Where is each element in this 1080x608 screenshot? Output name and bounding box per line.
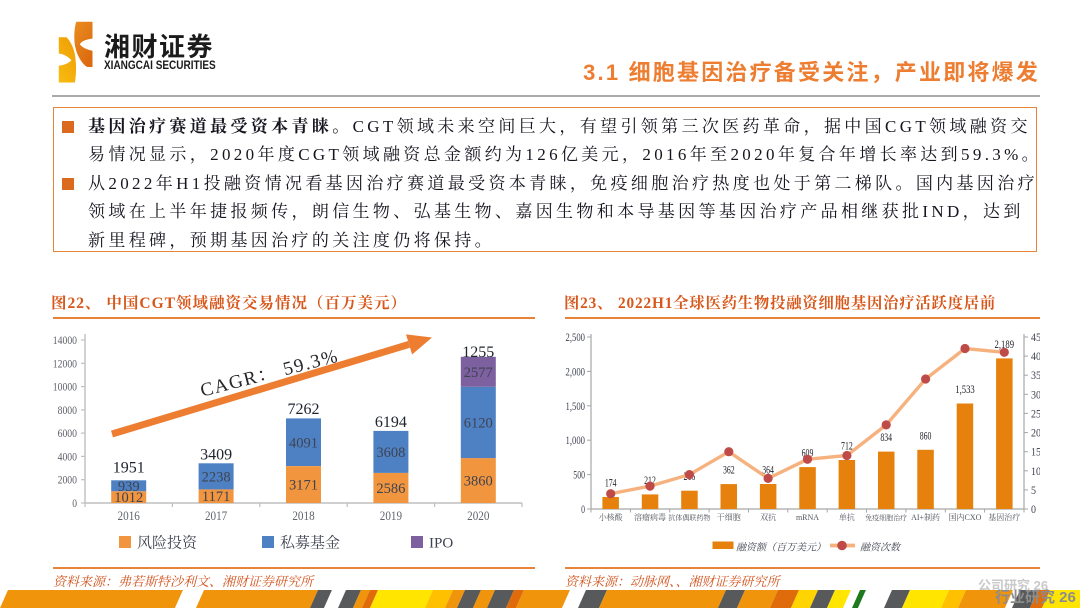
svg-text:3409: 3409 <box>200 446 232 463</box>
svg-text:45: 45 <box>1031 332 1040 344</box>
svg-text:10: 10 <box>1031 466 1040 478</box>
svg-text:溶瘤病毒: 溶瘤病毒 <box>634 512 666 522</box>
svg-text:1012: 1012 <box>114 490 143 506</box>
svg-text:30: 30 <box>1031 389 1040 401</box>
svg-text:双抗: 双抗 <box>760 512 776 522</box>
svg-text:2017: 2017 <box>205 509 227 523</box>
svg-text:7262: 7262 <box>288 401 320 418</box>
svg-text:1171: 1171 <box>202 489 230 505</box>
svg-text:3860: 3860 <box>464 474 493 490</box>
svg-text:AI+制药: AI+制药 <box>911 512 940 522</box>
svg-text:私募基金: 私募基金 <box>280 534 340 552</box>
svg-text:0: 0 <box>72 496 77 510</box>
svg-text:单抗: 单抗 <box>839 512 855 522</box>
svg-text:0: 0 <box>581 504 585 516</box>
svg-text:2577: 2577 <box>464 365 493 381</box>
svg-text:1,533: 1,533 <box>955 384 975 396</box>
svg-text:609: 609 <box>802 448 814 460</box>
svg-text:362: 362 <box>723 465 735 477</box>
svg-text:IPO: IPO <box>429 536 453 552</box>
svg-text:国内CXO: 国内CXO <box>949 512 982 522</box>
svg-text:1255: 1255 <box>462 344 494 361</box>
svg-text:基因治疗: 基因治疗 <box>988 512 1020 522</box>
svg-text:174: 174 <box>605 478 617 490</box>
svg-text:风险投资: 风险投资 <box>137 534 198 552</box>
svg-text:融资次数: 融资次数 <box>860 542 902 554</box>
svg-text:2238: 2238 <box>202 469 231 485</box>
svg-text:10000: 10000 <box>53 380 77 394</box>
svg-text:1,500: 1,500 <box>566 401 586 413</box>
svg-text:15: 15 <box>1031 447 1040 459</box>
svg-text:免疫细胞治疗: 免疫细胞治疗 <box>865 513 907 522</box>
svg-text:939: 939 <box>118 479 140 495</box>
svg-text:1,000: 1,000 <box>566 435 586 447</box>
svg-text:2,500: 2,500 <box>566 332 586 344</box>
svg-text:500: 500 <box>573 470 585 482</box>
svg-text:干细胞: 干细胞 <box>717 513 741 522</box>
svg-text:2000: 2000 <box>58 473 77 487</box>
svg-text:mRNA: mRNA <box>796 513 819 522</box>
svg-text:2019: 2019 <box>380 509 402 523</box>
svg-text:212: 212 <box>644 475 656 487</box>
svg-text:12000: 12000 <box>53 356 77 370</box>
svg-text:2586: 2586 <box>376 481 405 497</box>
svg-text:6000: 6000 <box>58 426 77 440</box>
svg-text:860: 860 <box>920 430 932 442</box>
svg-text:4000: 4000 <box>58 449 77 463</box>
svg-text:35: 35 <box>1031 370 1040 382</box>
svg-text:小核酸: 小核酸 <box>599 512 624 522</box>
svg-text:8000: 8000 <box>58 403 77 417</box>
svg-text:融资额（百万美元）: 融资额（百万美元） <box>736 542 826 554</box>
svg-text:4091: 4091 <box>289 435 318 451</box>
svg-text:2018: 2018 <box>292 509 314 523</box>
svg-text:712: 712 <box>841 441 853 453</box>
svg-text:2016: 2016 <box>118 509 140 523</box>
svg-text:3171: 3171 <box>289 478 318 494</box>
svg-text:抗体偶联药物: 抗体偶联药物 <box>668 513 710 522</box>
svg-text:25: 25 <box>1031 408 1040 420</box>
svg-text:1951: 1951 <box>113 459 145 476</box>
svg-text:40: 40 <box>1031 351 1040 363</box>
svg-text:0: 0 <box>1031 504 1036 516</box>
svg-text:20: 20 <box>1031 428 1040 440</box>
svg-text:3608: 3608 <box>376 445 405 461</box>
svg-text:14000: 14000 <box>53 333 77 347</box>
svg-text:2,000: 2,000 <box>566 366 586 378</box>
svg-text:6120: 6120 <box>464 415 493 431</box>
svg-text:6194: 6194 <box>375 414 407 431</box>
svg-text:5: 5 <box>1031 485 1036 497</box>
svg-text:2020: 2020 <box>467 509 489 523</box>
svg-text:364: 364 <box>762 465 774 477</box>
svg-text:834: 834 <box>880 432 892 444</box>
svg-text:2,189: 2,189 <box>995 339 1015 351</box>
